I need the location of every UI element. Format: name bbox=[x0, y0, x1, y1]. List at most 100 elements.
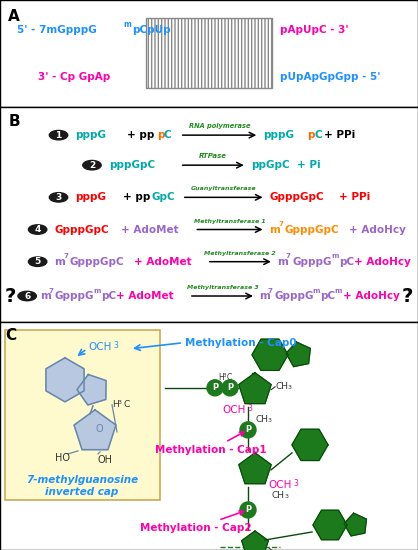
Text: OCH: OCH bbox=[222, 405, 245, 415]
Polygon shape bbox=[239, 373, 271, 404]
Text: Methyltransferase 3: Methyltransferase 3 bbox=[186, 285, 258, 290]
Polygon shape bbox=[313, 510, 347, 540]
Text: P: P bbox=[245, 425, 251, 435]
Text: C: C bbox=[163, 130, 171, 140]
Text: OCH: OCH bbox=[88, 342, 111, 352]
Bar bbox=[5, 330, 160, 500]
Text: ?: ? bbox=[4, 287, 15, 305]
Polygon shape bbox=[344, 513, 367, 536]
Text: 6: 6 bbox=[24, 292, 30, 300]
Text: P: P bbox=[212, 383, 218, 392]
Text: Methylation - Cap1: Methylation - Cap1 bbox=[155, 432, 267, 455]
Circle shape bbox=[28, 257, 47, 266]
Text: + AdoMet: + AdoMet bbox=[116, 291, 173, 301]
Text: p: p bbox=[307, 130, 315, 140]
Text: 3: 3 bbox=[56, 193, 61, 202]
Text: + AdoHcy: + AdoHcy bbox=[343, 291, 400, 301]
Polygon shape bbox=[292, 430, 328, 460]
Text: Methylation - Cap2: Methylation - Cap2 bbox=[140, 511, 252, 533]
Text: + AdoHcy: + AdoHcy bbox=[349, 224, 406, 234]
Text: 5' - 7mGpppG: 5' - 7mGpppG bbox=[17, 25, 97, 35]
Text: pApUpC - 3': pApUpC - 3' bbox=[280, 25, 349, 35]
Text: + AdoMet: + AdoMet bbox=[121, 224, 179, 234]
Text: pC: pC bbox=[101, 291, 116, 301]
Text: 3: 3 bbox=[118, 400, 122, 405]
Polygon shape bbox=[252, 339, 288, 370]
Text: m: m bbox=[259, 291, 270, 301]
Text: m: m bbox=[313, 288, 320, 294]
Text: GpppGpC: GpppGpC bbox=[270, 192, 324, 202]
Text: Methylation - Cap0: Methylation - Cap0 bbox=[185, 338, 297, 348]
Text: C: C bbox=[123, 400, 129, 409]
Text: + AdoHcy: + AdoHcy bbox=[354, 257, 411, 267]
Text: ?: ? bbox=[402, 287, 413, 305]
Text: 3: 3 bbox=[223, 373, 227, 378]
Text: pppG: pppG bbox=[75, 130, 106, 140]
Polygon shape bbox=[46, 358, 84, 402]
Text: CH: CH bbox=[275, 382, 288, 391]
Text: CH: CH bbox=[272, 492, 285, 500]
Text: pppGpC: pppGpC bbox=[109, 160, 155, 170]
Circle shape bbox=[28, 225, 47, 234]
Text: HO: HO bbox=[55, 453, 70, 463]
Text: Methyltransferase 2: Methyltransferase 2 bbox=[204, 251, 276, 256]
Text: 3: 3 bbox=[247, 404, 252, 413]
Text: GpppGpC: GpppGpC bbox=[69, 257, 124, 267]
Circle shape bbox=[240, 422, 256, 438]
Text: 2: 2 bbox=[89, 161, 95, 169]
Text: RNA polymerase: RNA polymerase bbox=[189, 123, 250, 129]
Text: C: C bbox=[314, 130, 322, 140]
Text: + PPi: + PPi bbox=[339, 192, 370, 202]
Text: 5: 5 bbox=[35, 257, 41, 266]
Text: Methyltransferase 1: Methyltransferase 1 bbox=[194, 218, 266, 223]
Text: m: m bbox=[331, 254, 339, 260]
Bar bbox=[146, 18, 272, 88]
Polygon shape bbox=[286, 342, 310, 367]
Text: pCpUp: pCpUp bbox=[132, 25, 170, 35]
Text: H: H bbox=[218, 373, 224, 382]
Text: 3: 3 bbox=[285, 494, 289, 499]
Text: RTPase: RTPase bbox=[199, 153, 227, 159]
Text: ppGpC: ppGpC bbox=[251, 160, 289, 170]
Text: GpppGpC: GpppGpC bbox=[285, 224, 339, 234]
Text: GpppGpC: GpppGpC bbox=[54, 224, 109, 234]
Text: pC: pC bbox=[321, 291, 336, 301]
Text: 7: 7 bbox=[63, 254, 68, 260]
Circle shape bbox=[83, 161, 101, 170]
Polygon shape bbox=[239, 453, 271, 483]
Text: 7: 7 bbox=[286, 254, 291, 260]
Text: pppG: pppG bbox=[75, 192, 106, 202]
Text: O: O bbox=[95, 424, 103, 434]
Text: m: m bbox=[270, 224, 280, 234]
Text: 3' - Cp GpAp: 3' - Cp GpAp bbox=[38, 72, 110, 82]
Text: C: C bbox=[5, 328, 16, 343]
Circle shape bbox=[18, 292, 36, 301]
Text: 7: 7 bbox=[48, 288, 54, 294]
Circle shape bbox=[49, 192, 68, 202]
Text: + pp: + pp bbox=[127, 130, 155, 140]
Circle shape bbox=[49, 130, 68, 140]
Text: H: H bbox=[112, 400, 119, 409]
Text: P: P bbox=[245, 505, 251, 514]
Text: p: p bbox=[157, 130, 164, 140]
Text: + Pi: + Pi bbox=[297, 160, 321, 170]
Text: pppG: pppG bbox=[263, 130, 294, 140]
Text: 4: 4 bbox=[34, 225, 41, 234]
Polygon shape bbox=[242, 531, 268, 550]
Text: B: B bbox=[8, 114, 20, 129]
Text: 3: 3 bbox=[288, 385, 292, 390]
Text: + PPi: + PPi bbox=[324, 130, 355, 140]
Text: 1: 1 bbox=[56, 131, 61, 140]
Text: 7: 7 bbox=[268, 288, 273, 294]
Text: 3: 3 bbox=[293, 479, 298, 488]
Text: + pp: + pp bbox=[123, 192, 150, 202]
Circle shape bbox=[240, 502, 256, 518]
Text: pUpApGpGpp - 5': pUpApGpGpp - 5' bbox=[280, 72, 380, 82]
Text: P: P bbox=[227, 383, 233, 392]
Text: m: m bbox=[334, 288, 342, 294]
Text: m: m bbox=[54, 257, 65, 267]
Polygon shape bbox=[74, 410, 116, 450]
Text: inverted cap: inverted cap bbox=[46, 487, 119, 497]
Text: 3: 3 bbox=[268, 418, 272, 423]
Circle shape bbox=[207, 380, 223, 396]
